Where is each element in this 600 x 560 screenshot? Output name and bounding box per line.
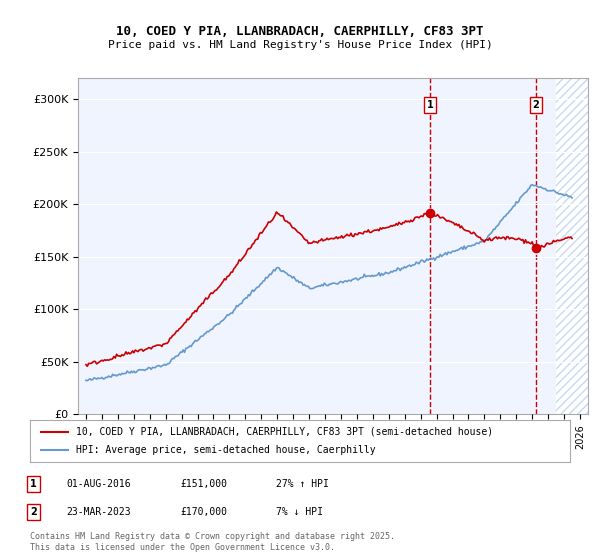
Text: 10, COED Y PIA, LLANBRADACH, CAERPHILLY, CF83 3PT (semi-detached house): 10, COED Y PIA, LLANBRADACH, CAERPHILLY,… (76, 427, 493, 437)
Text: Contains HM Land Registry data © Crown copyright and database right 2025.
This d: Contains HM Land Registry data © Crown c… (30, 532, 395, 552)
Text: Price paid vs. HM Land Registry's House Price Index (HPI): Price paid vs. HM Land Registry's House … (107, 40, 493, 50)
Text: HPI: Average price, semi-detached house, Caerphilly: HPI: Average price, semi-detached house,… (76, 445, 376, 455)
Text: 2: 2 (533, 100, 539, 110)
Text: 23-MAR-2023: 23-MAR-2023 (66, 507, 131, 517)
Text: 1: 1 (30, 479, 37, 489)
Bar (556, 78, 588, 414)
Text: 7% ↓ HPI: 7% ↓ HPI (276, 507, 323, 517)
Text: 01-AUG-2016: 01-AUG-2016 (66, 479, 131, 489)
Text: £170,000: £170,000 (180, 507, 227, 517)
Text: £151,000: £151,000 (180, 479, 227, 489)
Text: 1: 1 (427, 100, 433, 110)
Bar (556, 78, 588, 414)
Text: 2: 2 (30, 507, 37, 517)
Text: 10, COED Y PIA, LLANBRADACH, CAERPHILLY, CF83 3PT: 10, COED Y PIA, LLANBRADACH, CAERPHILLY,… (116, 25, 484, 38)
Text: 27% ↑ HPI: 27% ↑ HPI (276, 479, 329, 489)
